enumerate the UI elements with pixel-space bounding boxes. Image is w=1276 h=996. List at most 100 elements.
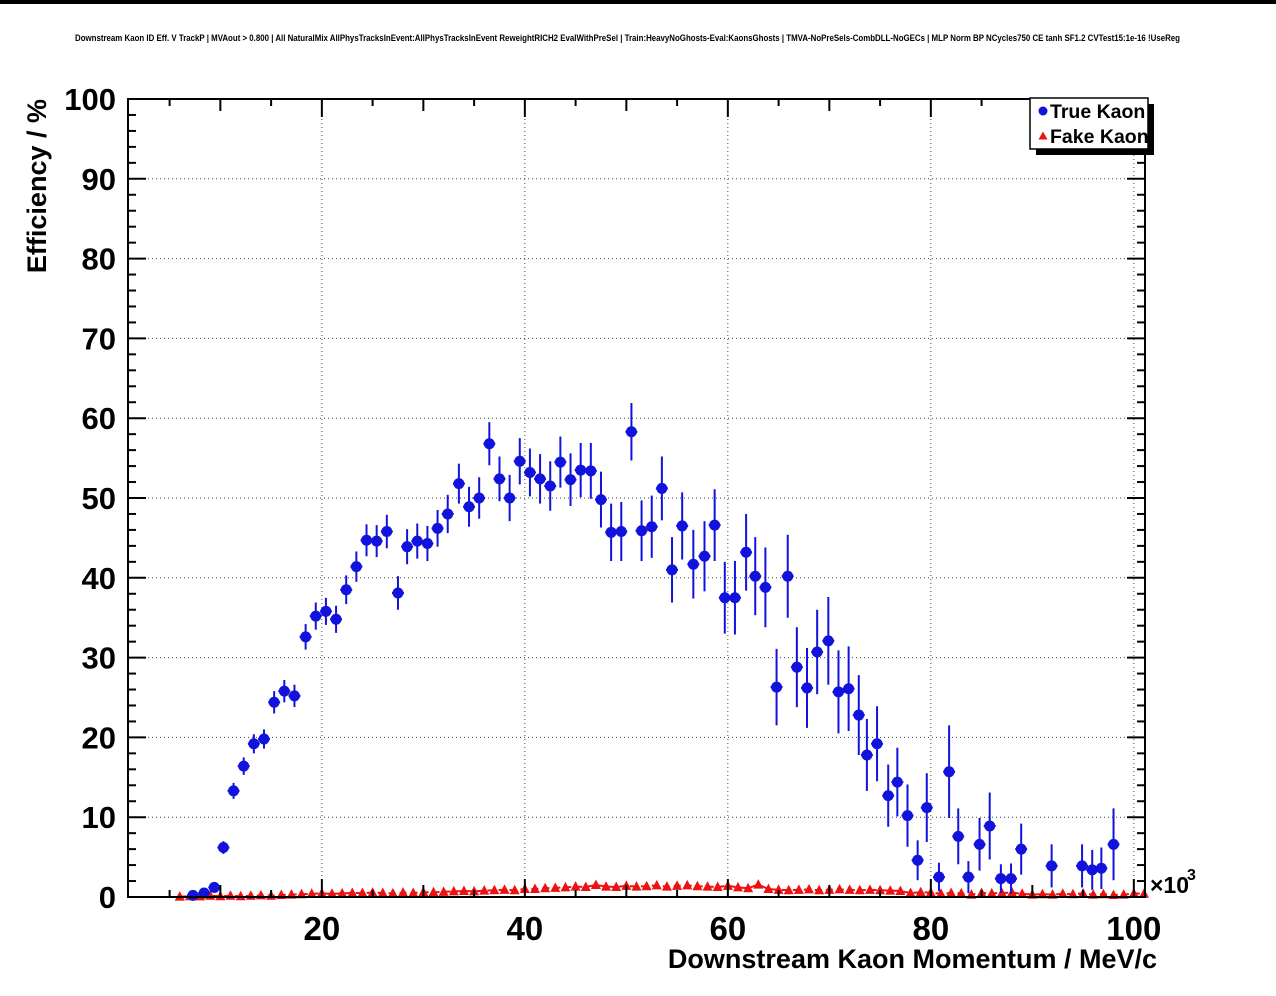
fake-kaon-point — [783, 884, 794, 895]
true-kaon-point — [483, 438, 495, 450]
x-axis-multiplier-exponent: 3 — [1187, 867, 1196, 884]
y-tick-label: 10 — [82, 800, 116, 835]
fake-kaon-point — [986, 887, 997, 898]
fake-kaon-point — [763, 883, 774, 894]
true-kaon-point — [300, 631, 312, 643]
true-kaon-point — [268, 696, 280, 708]
grid-layer — [128, 99, 1145, 897]
true-kaon-point — [882, 790, 894, 802]
true-kaon-point — [238, 760, 250, 772]
true-kaon-point — [740, 546, 752, 558]
y-tick-label: 60 — [82, 401, 116, 436]
true-kaon-point — [709, 519, 721, 531]
fake-kaon-point — [448, 885, 459, 896]
fake-kaon-point — [753, 879, 764, 889]
true-kaon-point — [585, 465, 597, 477]
true-kaon-point — [656, 482, 668, 494]
true-kaon-point — [310, 610, 322, 622]
y-tick-label: 90 — [82, 162, 116, 197]
x-axis-title: Downstream Kaon Momentum / MeV/c — [668, 944, 1157, 974]
true-kaon-point — [361, 534, 373, 546]
true-kaon-point — [771, 681, 783, 693]
true-kaon-point — [320, 605, 332, 617]
top-border — [0, 0, 1276, 4]
legend-frame — [1029, 97, 1149, 150]
true-kaon-point — [463, 501, 475, 513]
y-tick-label: 100 — [64, 82, 116, 117]
fake-kaon-point — [398, 887, 409, 897]
true-kaon-point — [791, 661, 803, 673]
fake-kaon-point — [915, 886, 926, 897]
fake-kaon-point — [956, 887, 967, 898]
fake-kaon-point — [509, 884, 520, 895]
legend-label-true-kaon: True Kaon — [1050, 101, 1145, 123]
true-kaon-point — [801, 682, 813, 694]
true-kaon-point — [625, 426, 637, 438]
fake-kaon-point — [327, 888, 338, 898]
true-kaon-point — [330, 613, 342, 625]
fake-kaon-point — [1138, 888, 1149, 898]
x-tick-label: 80 — [912, 910, 949, 947]
x-tick-label: 40 — [506, 910, 543, 947]
fake-kaon-point — [864, 884, 875, 894]
fake-kaon-point — [174, 891, 185, 901]
true-kaon-point — [832, 686, 844, 698]
true-kaon-point — [676, 520, 688, 532]
true-kaon-point — [1005, 873, 1017, 885]
true-kaon-point — [524, 466, 536, 478]
true-kaon-point — [891, 776, 903, 788]
fake-kaon-point — [905, 887, 916, 898]
true-kaon-point — [392, 587, 404, 599]
fake-kaon-point — [804, 883, 815, 894]
fake-kaon-point — [306, 888, 317, 898]
true-kaon-point — [208, 881, 220, 893]
fake-kaon-point — [1057, 888, 1068, 898]
true-kaon-point — [514, 455, 526, 467]
true-kaon-point — [871, 738, 883, 750]
fake-kaon-point — [672, 880, 683, 890]
true-kaon-point — [217, 842, 229, 854]
fake-kaon-point — [935, 888, 946, 898]
true-kaon-point — [493, 473, 505, 485]
true-kaon-point — [432, 522, 444, 534]
y-axis-title: Efficiency / % — [22, 99, 52, 273]
true-kaon-point — [554, 456, 566, 468]
fake-kaon-point — [540, 882, 551, 893]
true-kaon-point — [719, 592, 731, 604]
true-kaon-point — [646, 521, 658, 533]
true-kaon-point — [575, 464, 587, 476]
true-kaon-point — [943, 766, 955, 778]
fake-kaon-point — [601, 881, 612, 891]
true-kaon-point — [1076, 860, 1088, 872]
fake-kaon-point — [611, 881, 622, 892]
y-tick-label: 30 — [82, 641, 116, 676]
true-kaon-point — [340, 584, 352, 596]
fake-kaon-point — [641, 880, 652, 891]
fake-kaon-point — [793, 884, 804, 894]
x-tick-label: 100 — [1106, 910, 1161, 947]
fake-kaon-point — [1007, 887, 1018, 897]
true-kaon-point — [258, 733, 270, 745]
true-kaon-point — [759, 581, 771, 593]
true-kaon-point — [381, 526, 393, 538]
true-kaon-point — [912, 854, 924, 866]
true-kaon-point — [198, 887, 210, 899]
y-tick-label: 0 — [99, 880, 116, 915]
true-kaon-point — [822, 635, 834, 647]
true-kaon-point — [782, 570, 794, 582]
true-kaon-point — [853, 709, 865, 721]
true-kaon-point — [421, 537, 433, 549]
true-kaon-point — [749, 570, 761, 582]
fake-kaon-point — [387, 887, 398, 898]
true-kaon-point — [228, 785, 240, 797]
fake-kaon-point — [661, 881, 672, 891]
true-kaon-point — [1015, 843, 1027, 855]
true-kaon-point — [861, 749, 873, 761]
y-tick-label: 80 — [82, 242, 116, 277]
fake-kaon-point — [499, 884, 510, 894]
fake-kaon-point — [814, 884, 825, 895]
true-kaon-point — [933, 871, 945, 883]
fake-kaon-point — [1098, 888, 1109, 899]
fake-kaon-point — [1037, 888, 1048, 899]
fake-kaon-point — [458, 885, 469, 896]
